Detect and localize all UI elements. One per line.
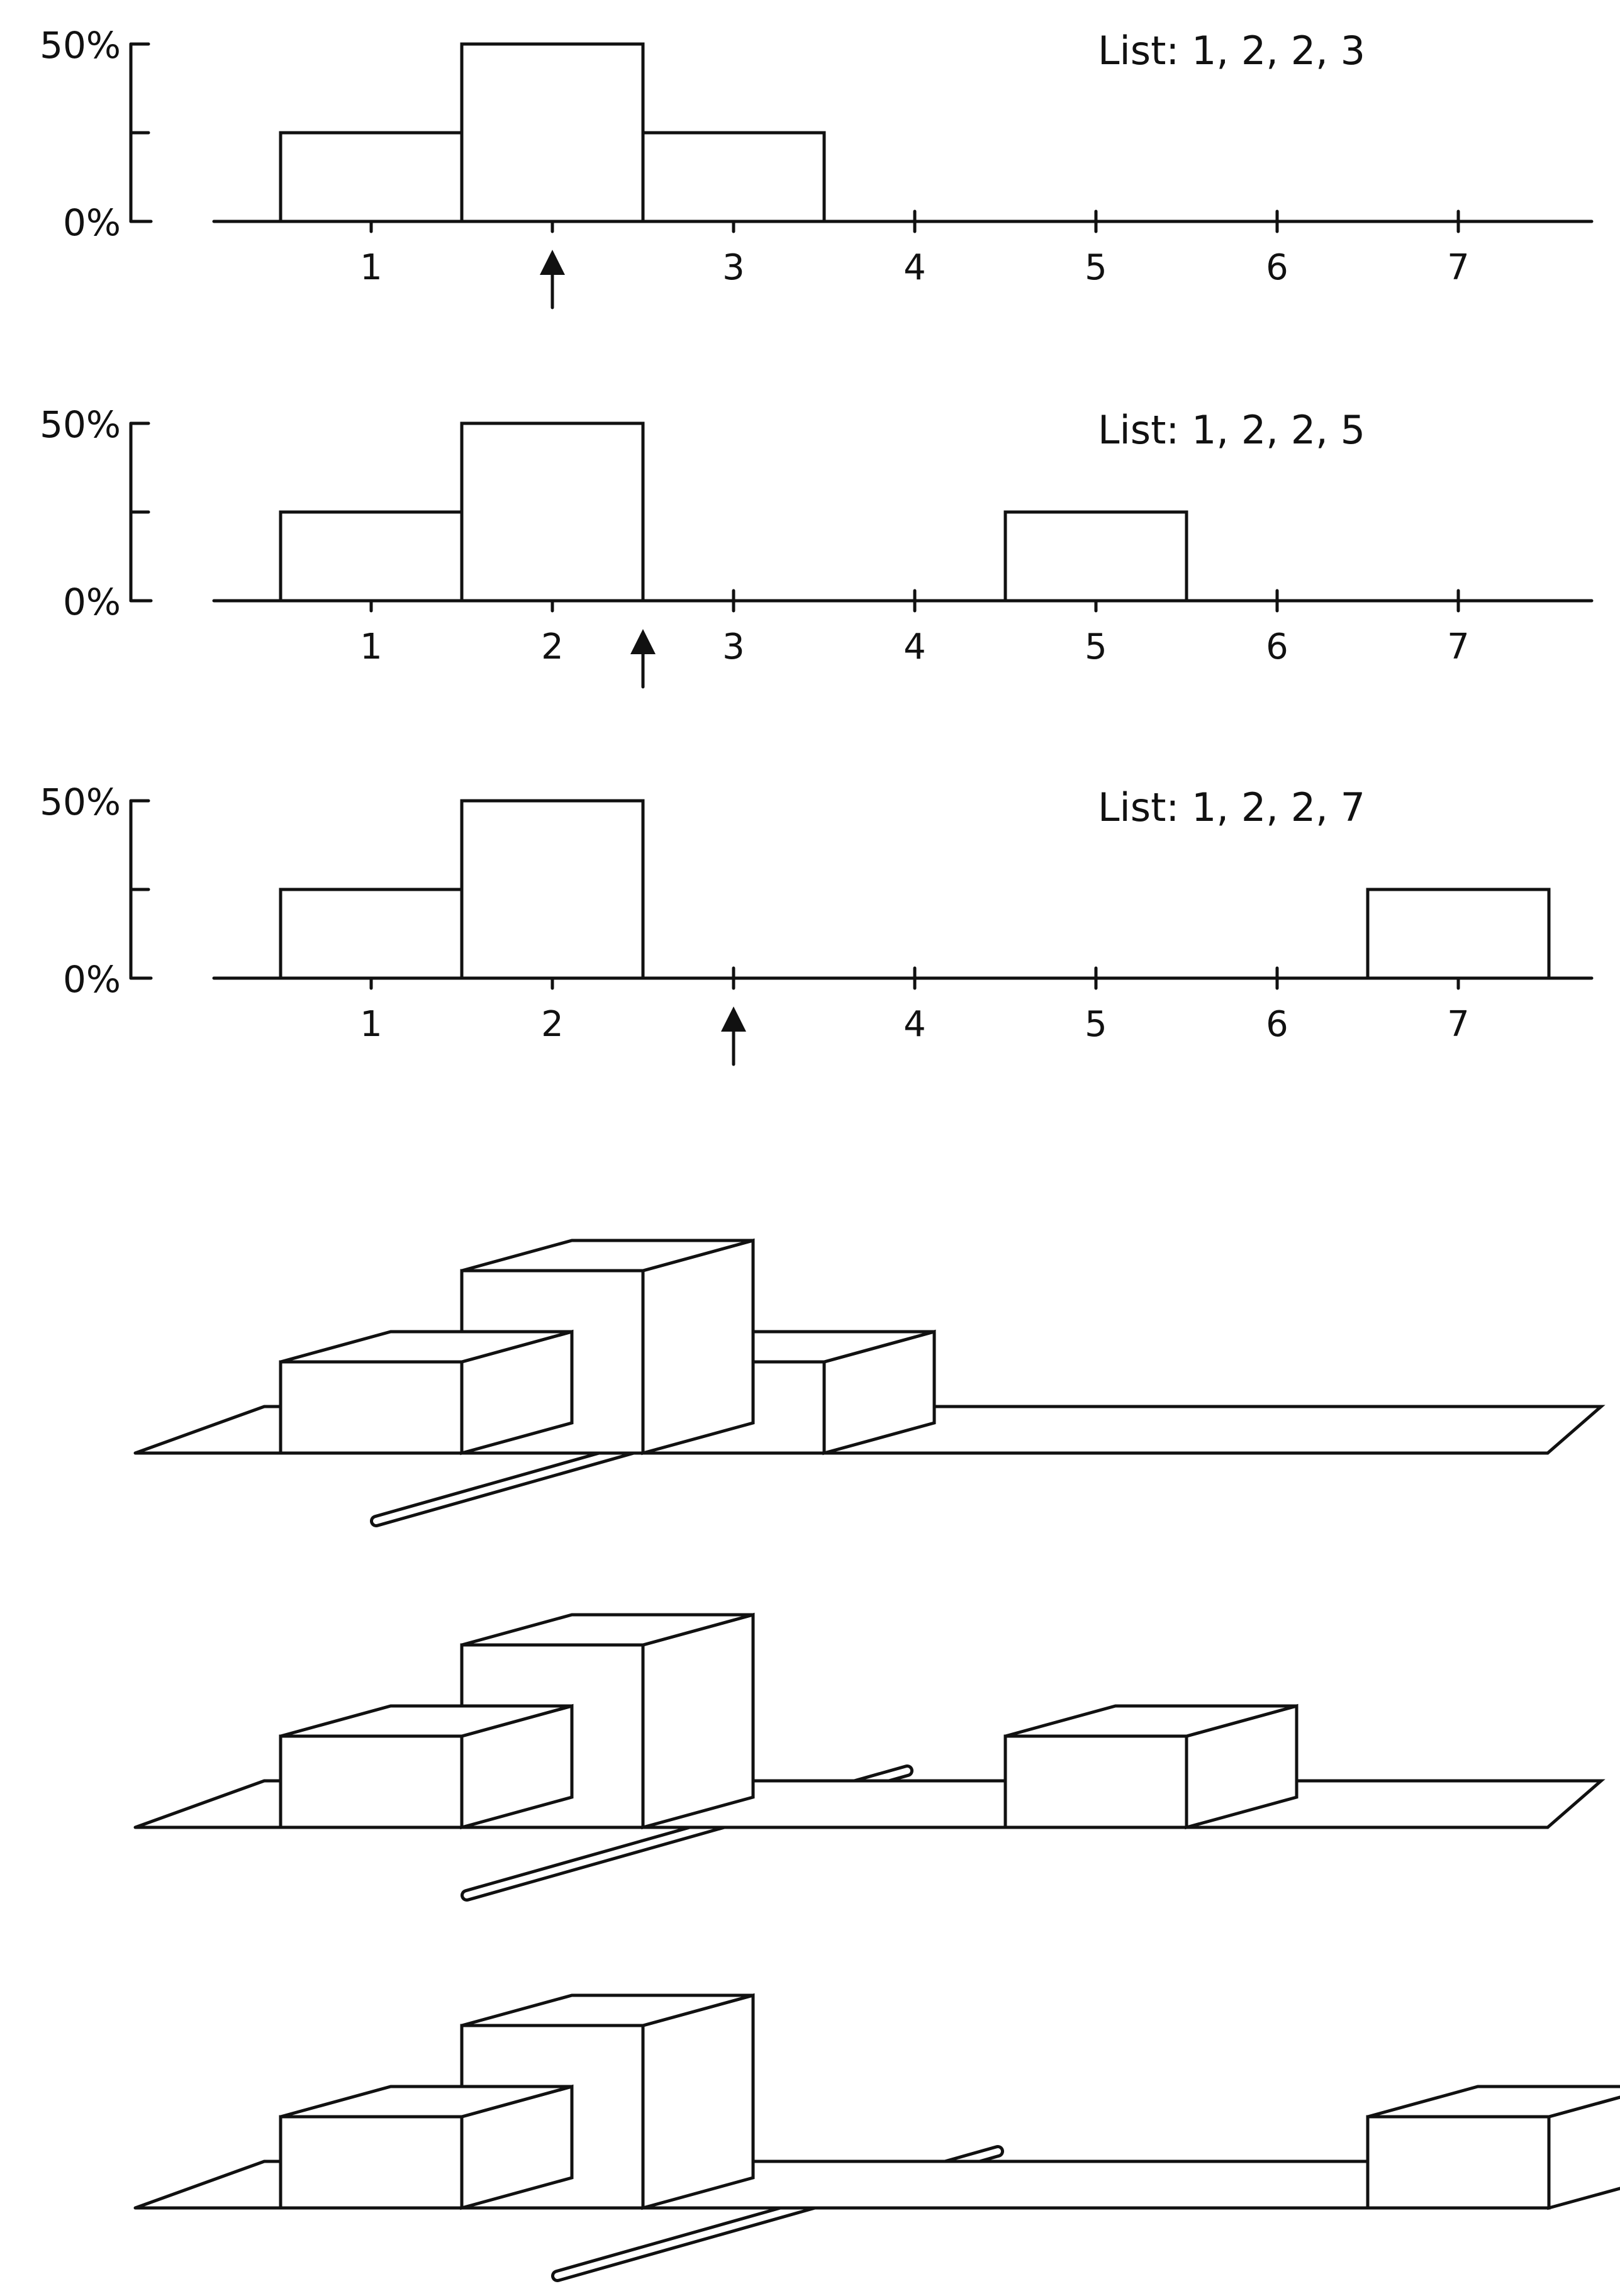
bar: [460, 42, 645, 223]
bar-highlighted: [1003, 510, 1188, 603]
y-tick-label: 0%: [63, 581, 121, 623]
block-1: [279, 1329, 574, 1456]
y-tick-label: 50%: [40, 24, 121, 67]
x-tick-label: 7: [1447, 247, 1470, 288]
histogram-2: 50% 0% 1 2 3 4 5 6 7 List: 1, 2, 2, 5: [40, 403, 1594, 689]
x-tick-label: 1: [360, 627, 383, 667]
x-tick-label: 4: [903, 627, 926, 667]
x-tick-label: 6: [1266, 627, 1288, 667]
block-7: [1366, 2085, 1620, 2210]
x-tick-label: 2: [541, 627, 564, 667]
balance-arrow-icon: [630, 629, 656, 654]
balance-arrow-icon: [540, 250, 565, 275]
y-tick-label: 50%: [40, 403, 121, 446]
bar: [279, 888, 464, 980]
x-tick-label: 7: [1447, 1004, 1470, 1045]
x-tick-label: 1: [360, 1004, 383, 1045]
x-tick-label: 4: [903, 1004, 926, 1045]
bar: [279, 510, 464, 603]
seesaw-models: [133, 1238, 1620, 2282]
seesaw-model-1: [133, 1238, 1606, 1527]
seesaw-model-2: [133, 1612, 1606, 1902]
block-1: [279, 1703, 574, 1830]
x-tick-label: 5: [1085, 247, 1107, 288]
bar: [460, 421, 645, 603]
x-tick-label: 4: [903, 247, 926, 288]
block-1: [279, 2084, 574, 2210]
list-label: List: 1, 2, 2, 3: [1098, 28, 1365, 74]
list-label: List: 1, 2, 2, 5: [1098, 407, 1365, 453]
x-tick-label: 6: [1266, 247, 1288, 288]
y-tick-label: 50%: [40, 781, 121, 823]
x-tick-label: 3: [722, 247, 745, 288]
x-tick-label: 5: [1085, 1004, 1107, 1045]
bar-highlighted: [1366, 888, 1551, 980]
seesaw-model-3: [133, 1993, 1620, 2282]
y-tick-label: 0%: [63, 201, 121, 244]
block-5: [1003, 1703, 1299, 1830]
x-tick-label: 2: [541, 1004, 564, 1045]
x-tick-label: 5: [1085, 627, 1107, 667]
x-tick-label: 7: [1447, 627, 1470, 667]
x-tick-label: 6: [1266, 1004, 1288, 1045]
bar-highlighted: [641, 131, 826, 223]
bar: [460, 799, 645, 980]
balance-arrow-icon: [721, 1006, 746, 1032]
x-tick-label: 3: [722, 627, 745, 667]
y-tick-label: 0%: [63, 958, 121, 1001]
bar: [279, 131, 464, 223]
x-tick-label: 1: [360, 247, 383, 288]
list-label: List: 1, 2, 2, 7: [1098, 784, 1365, 830]
